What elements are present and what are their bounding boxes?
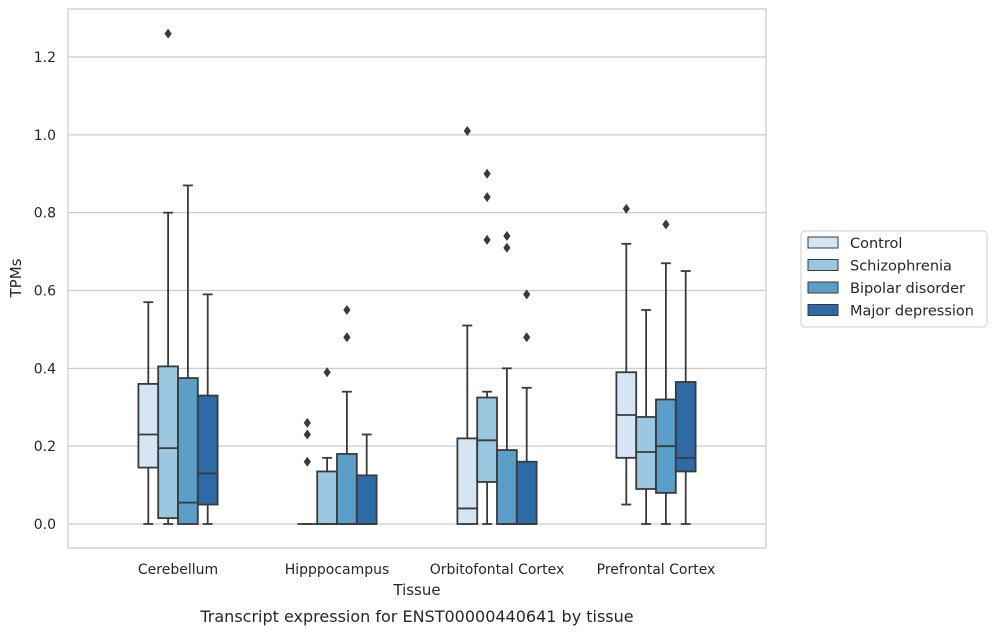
y-tick-label: 0.6 — [34, 284, 56, 300]
outlier-point — [483, 192, 491, 203]
plot-area-frame — [67, 8, 767, 549]
outlier-point — [503, 231, 511, 242]
series-schizophrenia — [157, 28, 657, 525]
box-body — [355, 474, 378, 525]
series-bipolar-disorder — [177, 184, 677, 525]
outlier-point — [323, 367, 331, 378]
outlier-point — [483, 168, 491, 179]
y-axis-ticks: 0.0 0.2 0.4 0.6 0.8 1.0 1.2 — [34, 50, 56, 533]
box-body — [515, 460, 538, 525]
legend-swatch — [807, 259, 839, 271]
legend-item: Bipolar disorder — [807, 281, 965, 297]
legend-label: Control — [850, 236, 902, 252]
legend-frame — [800, 230, 988, 328]
box-0-1 — [297, 417, 318, 525]
box-2-2 — [496, 231, 518, 525]
box-1-2 — [476, 168, 498, 525]
y-axis-label: TPMs — [7, 258, 25, 298]
x-tick-label: Orbitofontal Cortex — [430, 562, 565, 578]
box-body — [456, 437, 479, 525]
legend-swatch — [807, 236, 839, 249]
outlier-point — [523, 289, 531, 300]
box-body — [496, 449, 518, 525]
box-body — [316, 470, 338, 525]
series-major-depression — [196, 270, 697, 525]
legend-label: Schizophrenia — [850, 259, 952, 275]
box-0-0 — [137, 301, 160, 525]
legend-label: Major depression — [850, 304, 974, 320]
outlier-point — [303, 456, 311, 467]
legend-item: Major depression — [807, 304, 974, 320]
box-body — [137, 382, 160, 469]
x-axis-ticks: Cerebellum Hipppocampus Orbitofontal Corte… — [138, 562, 715, 578]
series-control — [137, 125, 638, 525]
y-tick-label: 1.2 — [34, 50, 56, 66]
legend-swatch — [807, 281, 839, 294]
box-3-2 — [515, 289, 538, 525]
box-0-3 — [615, 203, 638, 506]
outlier-point — [662, 219, 670, 230]
y-tick-label: 1.0 — [34, 128, 56, 144]
figure-caption: Transcript expression for ENST0000044064… — [199, 607, 633, 626]
box-2-3 — [655, 219, 677, 525]
box-body — [196, 394, 219, 506]
x-tick-label: Hipppocampus — [285, 562, 390, 578]
outlier-point — [164, 28, 172, 39]
outlier-point — [523, 332, 531, 343]
box-0-2 — [456, 125, 479, 525]
box-3-1 — [355, 433, 378, 525]
box-body — [157, 365, 179, 520]
outlier-point — [622, 203, 630, 214]
outlier-point — [343, 332, 351, 343]
box-1-3 — [635, 309, 657, 525]
y-tick-label: 0.0 — [34, 517, 56, 533]
legend: Control Schizophrenia Bipolar disorder Majo… — [800, 230, 988, 328]
legend-swatch — [807, 304, 839, 316]
box-body — [674, 381, 697, 473]
legend-item: Schizophrenia — [807, 259, 952, 275]
box-body — [336, 453, 358, 525]
x-tick-label: Prefrontal Cortex — [597, 562, 716, 578]
x-axis-label: Tissue — [392, 581, 440, 599]
legend-item: Control — [807, 236, 902, 252]
box-body — [635, 416, 657, 490]
y-tick-label: 0.2 — [34, 439, 56, 455]
outlier-point — [483, 234, 491, 245]
y-tick-label: 0.4 — [34, 361, 56, 377]
box-1-0 — [157, 28, 179, 525]
box-2-1 — [336, 304, 358, 525]
legend-label: Bipolar disorder — [850, 281, 965, 297]
outlier-point — [303, 417, 311, 428]
outlier-point — [303, 429, 311, 440]
box-groups — [137, 28, 697, 525]
box-3-3 — [674, 270, 697, 525]
outlier-point — [463, 125, 471, 136]
x-tick-label: Cerebellum — [138, 562, 218, 578]
outlier-point — [343, 304, 351, 315]
outlier-point — [503, 242, 511, 253]
box-2-0 — [177, 184, 199, 525]
box-3-0 — [196, 293, 219, 525]
y-tick-label: 0.8 — [34, 206, 56, 222]
